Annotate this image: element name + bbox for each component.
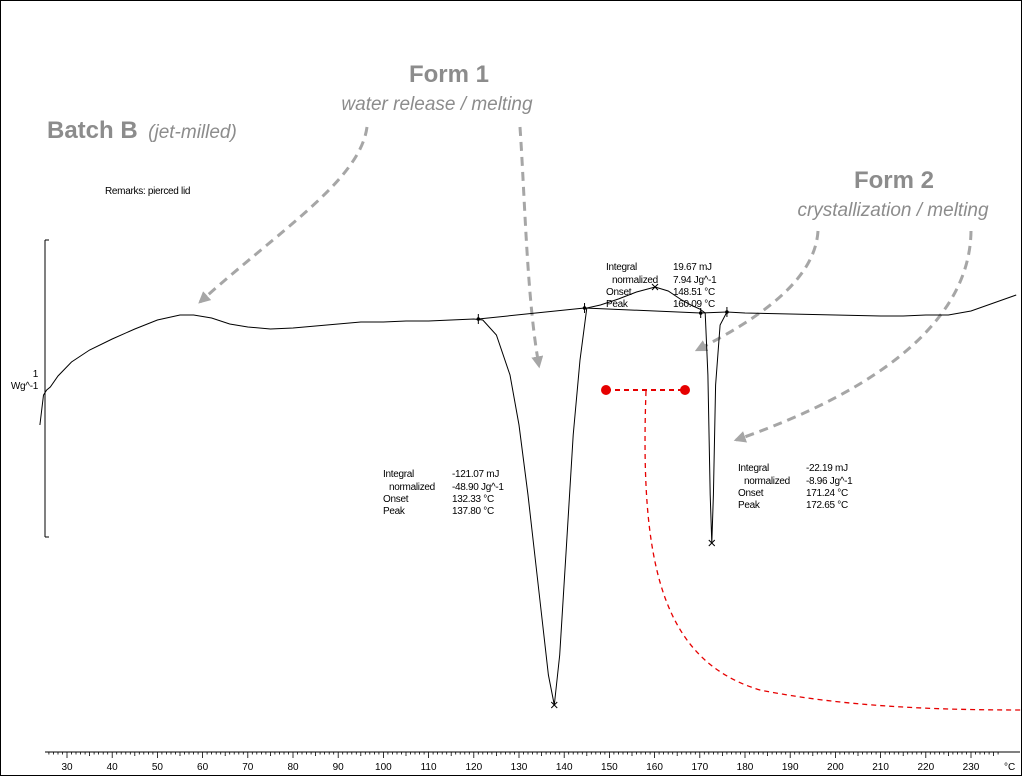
x-tick-label: 230 [963, 762, 980, 773]
x-tick-label: 150 [601, 762, 618, 773]
peak-marker-1 [651, 283, 659, 291]
baseline-1 [584, 307, 701, 314]
result-1-onset: 132.33 °C [452, 494, 494, 505]
scale-bar-unit: Wg^-1 [11, 381, 39, 392]
result-box-1: Integral -121.07 mJ normalized -48.90 Jg… [383, 469, 505, 517]
x-tick-label: 50 [152, 762, 164, 773]
integration-limits [476, 303, 729, 324]
x-tick-label: 190 [782, 762, 799, 773]
result-2-normalized-label: normalized [612, 275, 658, 286]
result-1-peak: 137.80 °C [452, 506, 494, 517]
highlight-curve [644, 390, 1022, 711]
arrow-form1-melting [518, 126, 544, 369]
result-2-onset: 148.51 °C [673, 287, 715, 298]
result-1-onset-label: Onset [383, 494, 409, 505]
form1-subtitle: water release / melting [341, 94, 533, 115]
result-box-3: Integral -22.19 mJ normalized -8.96 Jg^-… [738, 463, 853, 511]
result-3-peak: 172.65 °C [806, 500, 848, 511]
batch-label-italic: (jet-milled) [148, 122, 237, 143]
peak-markers [550, 283, 716, 709]
dsc-curves [39, 286, 1017, 706]
x-tick-label: 200 [827, 762, 844, 773]
x-tick-label: 90 [333, 762, 345, 773]
limit-dot-5 [725, 310, 729, 314]
x-tick-label: 40 [107, 762, 119, 773]
result-3-normalized: -8.96 Jg^-1 [806, 476, 853, 487]
highlight-dot-right [680, 385, 690, 395]
result-1-integral-label: Integral [383, 469, 414, 480]
form2-subtitle: crystallization / melting [797, 200, 989, 221]
x-tick-label: 60 [197, 762, 209, 773]
x-tick-label: 130 [511, 762, 528, 773]
batch-label: Batch B (jet-milled) [47, 117, 237, 144]
result-3-normalized-label: normalized [744, 476, 790, 487]
x-tick-label: 110 [421, 762, 437, 773]
result-3-integral-label: Integral [738, 463, 769, 474]
limit-dot-1 [582, 306, 587, 310]
batch-label-bold: Batch B [47, 117, 138, 144]
result-1-integral: -121.07 mJ [452, 469, 499, 480]
scale-bar: 1 Wg^-1 [11, 239, 49, 538]
x-tick-label: 100 [375, 762, 392, 773]
arrow-form2-crystallization [694, 230, 820, 352]
scale-bar-value: 1 [33, 369, 39, 380]
result-2-normalized: 7.94 Jg^-1 [673, 275, 717, 286]
x-tick-label: 30 [61, 762, 73, 773]
baseline-0 [478, 307, 585, 320]
remarks: Remarks: pierced lid [105, 186, 190, 197]
result-1-normalized-label: normalized [389, 482, 435, 493]
result-2-peak-label: Peak [606, 299, 629, 310]
result-box-2: Integral 19.67 mJ normalized 7.94 Jg^-1 … [606, 262, 717, 310]
result-3-onset-label: Onset [738, 488, 764, 499]
limit-dot-0 [476, 317, 481, 321]
x-tick-label: 140 [556, 762, 573, 773]
x-axis: 30 40 50 60 70 80 90 100 110 120 130 140 150 160 170 18… [45, 751, 1020, 773]
arrow-batch [198, 126, 369, 304]
result-3-peak-label: Peak [738, 500, 761, 511]
x-tick-label: 160 [646, 762, 663, 773]
form1-title: Form 1 [409, 61, 489, 88]
x-tick-label: 80 [287, 762, 299, 773]
limit-dot-3 [698, 311, 703, 315]
x-tick-label: 170 [691, 762, 708, 773]
result-3-integral: -22.19 mJ [806, 463, 848, 474]
x-tick-label: 120 [465, 762, 482, 773]
result-2-peak: 160.09 °C [673, 299, 715, 310]
result-2-integral-label: Integral [606, 262, 637, 273]
result-2-onset-label: Onset [606, 287, 632, 298]
x-tick-label: 180 [737, 762, 754, 773]
x-axis-unit: °C [1004, 762, 1015, 773]
highlight-dot-left [601, 385, 611, 395]
x-tick-label: 210 [872, 762, 889, 773]
form2-title: Form 2 [854, 167, 934, 194]
x-tick-label: 70 [242, 762, 254, 773]
result-1-normalized: -48.90 Jg^-1 [452, 482, 504, 493]
dsc-curve-0 [39, 286, 1017, 706]
x-tick-label: 220 [917, 762, 934, 773]
arrow-form2-melting [733, 230, 973, 443]
result-3-onset: 171.24 °C [806, 488, 848, 499]
highlight [601, 385, 1022, 711]
peak-marker-0 [550, 701, 558, 709]
result-1-peak-label: Peak [383, 506, 406, 517]
result-2-integral: 19.67 mJ [673, 262, 712, 273]
peak-marker-2 [708, 539, 716, 547]
